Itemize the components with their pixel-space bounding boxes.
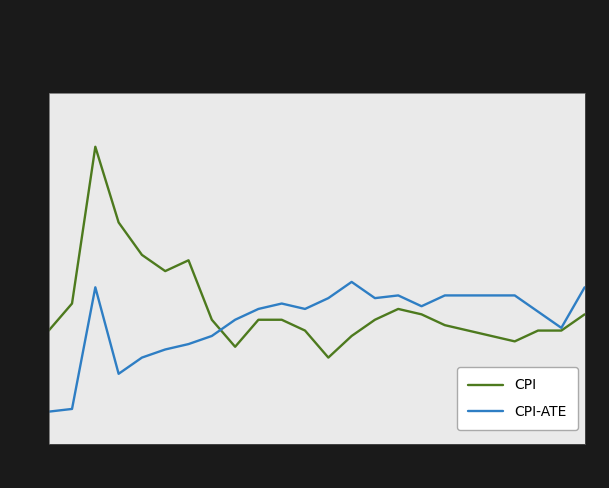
CPI xyxy=(371,317,379,323)
CPI-ATE xyxy=(278,301,286,306)
CPI-ATE xyxy=(138,355,146,361)
Line: CPI-ATE: CPI-ATE xyxy=(49,282,585,412)
CPI-ATE xyxy=(115,371,122,377)
CPI xyxy=(92,144,99,150)
CPI-ATE xyxy=(68,406,76,412)
CPI-ATE xyxy=(488,292,495,298)
CPI xyxy=(138,252,146,258)
CPI-ATE xyxy=(441,292,448,298)
CPI-ATE xyxy=(45,409,52,415)
CPI xyxy=(348,333,355,339)
CPI-ATE xyxy=(371,295,379,301)
CPI xyxy=(45,327,52,333)
CPI xyxy=(534,327,541,333)
CPI xyxy=(511,339,518,345)
CPI xyxy=(255,317,262,323)
CPI-ATE xyxy=(185,341,192,347)
CPI-ATE xyxy=(395,292,402,298)
CPI xyxy=(395,306,402,312)
CPI xyxy=(301,327,309,333)
CPI xyxy=(325,355,332,361)
CPI-ATE xyxy=(534,309,541,315)
CPI xyxy=(581,311,588,317)
CPI-ATE xyxy=(325,295,332,301)
CPI xyxy=(418,311,425,317)
CPI xyxy=(441,322,448,328)
CPI-ATE xyxy=(255,306,262,312)
Line: CPI: CPI xyxy=(49,147,585,358)
Legend: CPI, CPI-ATE: CPI, CPI-ATE xyxy=(457,367,578,430)
CPI-ATE xyxy=(92,285,99,290)
CPI-ATE xyxy=(348,279,355,285)
CPI xyxy=(68,301,76,306)
CPI xyxy=(278,317,286,323)
CPI-ATE xyxy=(208,333,216,339)
CPI xyxy=(115,220,122,225)
CPI-ATE xyxy=(511,292,518,298)
CPI-ATE xyxy=(558,325,565,331)
CPI xyxy=(185,257,192,263)
CPI xyxy=(231,344,239,350)
CPI xyxy=(161,268,169,274)
CPI xyxy=(465,327,472,333)
CPI-ATE xyxy=(465,292,472,298)
CPI-ATE xyxy=(301,306,309,312)
CPI xyxy=(488,333,495,339)
CPI xyxy=(558,327,565,333)
CPI-ATE xyxy=(581,285,588,290)
CPI-ATE xyxy=(231,317,239,323)
CPI xyxy=(208,317,216,323)
CPI-ATE xyxy=(418,304,425,309)
CPI-ATE xyxy=(161,346,169,352)
